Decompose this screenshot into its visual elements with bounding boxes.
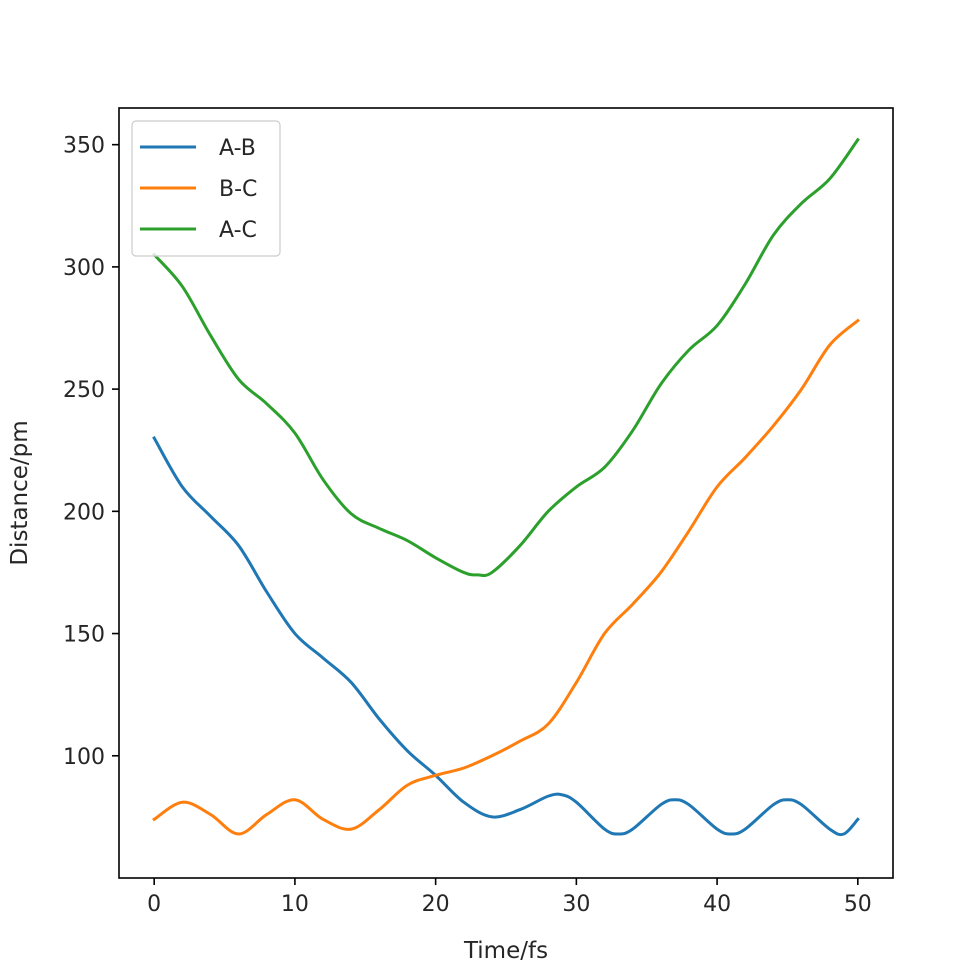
series-line-a-c: [152, 137, 860, 577]
x-tick-label: 10: [281, 892, 309, 917]
y-tick-label: 100: [63, 745, 105, 770]
x-axis-label: Time/fs: [463, 938, 548, 964]
series-line-b-c: [152, 318, 860, 836]
legend-box: [131, 120, 281, 257]
legend-label-a-b: A-B: [219, 136, 256, 161]
plot-frame: [118, 107, 894, 879]
x-tick-label: 50: [844, 892, 872, 917]
x-tick-label: 0: [147, 892, 161, 917]
legend-label-a-c: A-C: [219, 218, 257, 243]
y-tick-label: 300: [63, 256, 105, 281]
legend: A-B B-C A-C: [131, 120, 281, 257]
y-tick-label: 200: [63, 500, 105, 525]
y-ticks: 100 150 200 250 300 350: [63, 134, 119, 770]
series-line-a-b: [152, 435, 860, 837]
x-tick-label: 20: [422, 892, 450, 917]
y-tick-label: 150: [63, 623, 105, 648]
x-ticks: 0 10 20 30 40 50: [147, 878, 872, 917]
x-tick-label: 40: [703, 892, 731, 917]
y-tick-label: 250: [63, 378, 105, 403]
series-layer: [152, 137, 860, 837]
y-axis-label: Distance/pm: [7, 420, 33, 565]
x-tick-label: 30: [562, 892, 590, 917]
y-tick-label: 350: [63, 134, 105, 159]
legend-label-b-c: B-C: [219, 177, 257, 202]
